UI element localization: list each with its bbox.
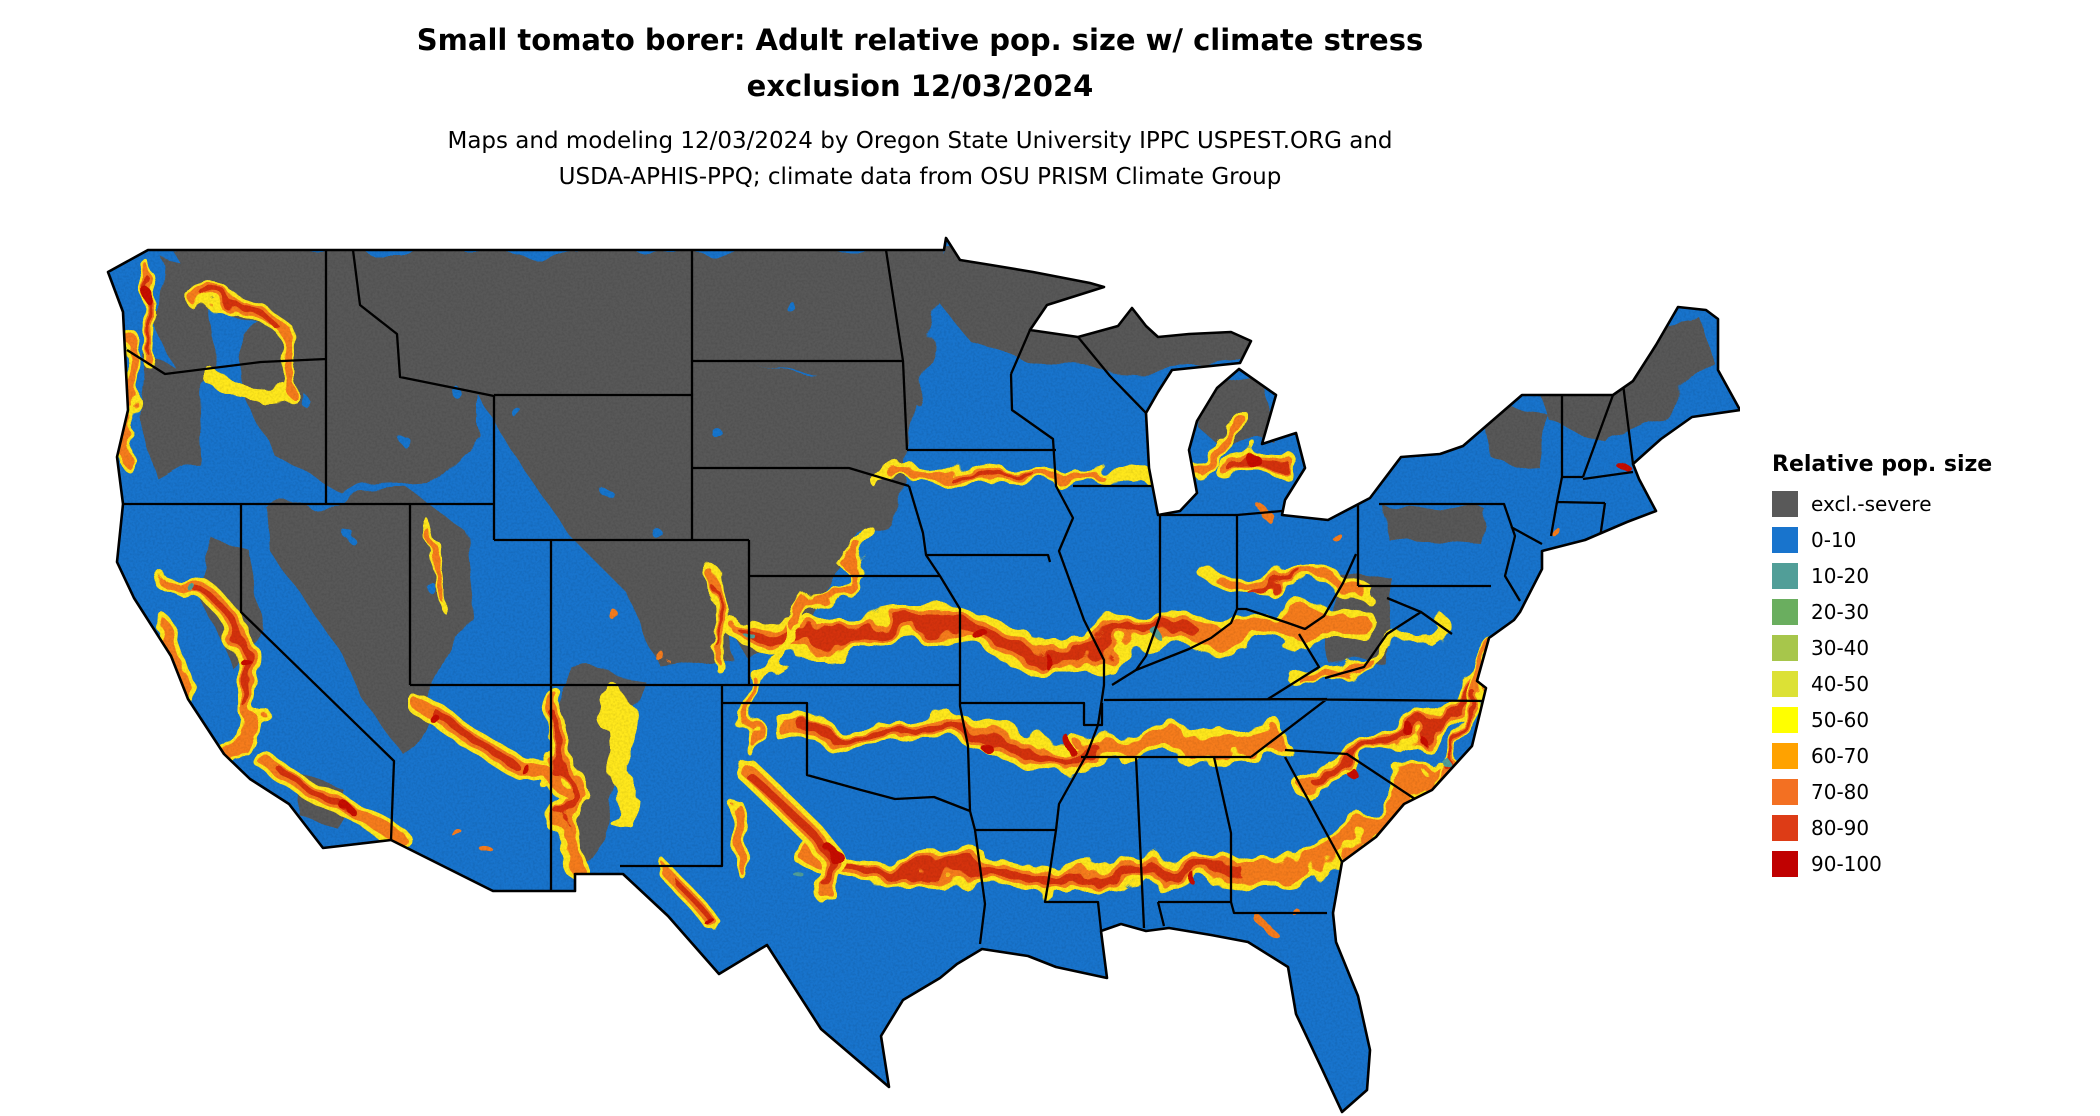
legend-swatch-20-30	[1772, 599, 1798, 625]
legend: Relative pop. size excl.-severe 0-10 10-…	[1772, 452, 1992, 887]
legend-item: 90-100	[1772, 851, 1992, 877]
legend-swatch-60-70	[1772, 743, 1798, 769]
legend-swatch-10-20	[1772, 563, 1798, 589]
legend-label: 50-60	[1811, 708, 1870, 732]
legend-item: 40-50	[1772, 671, 1992, 697]
legend-swatch-80-90	[1772, 815, 1798, 841]
legend-label: 0-10	[1811, 528, 1857, 552]
map-title: Small tomato borer: Adult relative pop. …	[95, 18, 1745, 110]
legend-swatch-50-60	[1772, 707, 1798, 733]
raster-grain	[108, 238, 1740, 1112]
legend-label: 20-30	[1811, 600, 1870, 624]
legend-item: 50-60	[1772, 707, 1992, 733]
map-title-line1: Small tomato borer: Adult relative pop. …	[416, 23, 1424, 57]
legend-label: excl.-severe	[1811, 492, 1932, 516]
legend-label: 80-90	[1811, 816, 1870, 840]
legend-title: Relative pop. size	[1772, 452, 1993, 477]
map-subtitle: Maps and modeling 12/03/2024 by Oregon S…	[95, 123, 1745, 195]
legend-label: 70-80	[1811, 780, 1870, 804]
map-subtitle-line1: Maps and modeling 12/03/2024 by Oregon S…	[447, 127, 1393, 154]
legend-swatch-40-50	[1772, 671, 1798, 697]
legend-swatch-90-100	[1772, 851, 1798, 877]
legend-item: excl.-severe	[1772, 491, 1992, 517]
legend-item: 60-70	[1772, 743, 1992, 769]
legend-item: 20-30	[1772, 599, 1992, 625]
legend-label: 10-20	[1811, 564, 1870, 588]
legend-swatch-0-10	[1772, 527, 1798, 553]
map-subtitle-line2: USDA-APHIS-PPQ; climate data from OSU PR…	[558, 163, 1282, 190]
header: Small tomato borer: Adult relative pop. …	[95, 18, 1745, 195]
legend-swatch-excl-severe	[1772, 491, 1798, 517]
legend-item: 0-10	[1772, 527, 1992, 553]
legend-swatch-30-40	[1772, 635, 1798, 661]
legend-label: 30-40	[1811, 636, 1870, 660]
legend-label: 90-100	[1811, 852, 1882, 876]
legend-item: 10-20	[1772, 563, 1992, 589]
legend-label: 40-50	[1811, 672, 1870, 696]
us-map	[106, 236, 1740, 1114]
legend-item: 80-90	[1772, 815, 1992, 841]
legend-item: 30-40	[1772, 635, 1992, 661]
legend-item: 70-80	[1772, 779, 1992, 805]
state-borders	[123, 249, 1635, 945]
legend-label: 60-70	[1811, 744, 1870, 768]
legend-swatch-70-80	[1772, 779, 1798, 805]
map-title-line2: exclusion 12/03/2024	[746, 68, 1094, 103]
